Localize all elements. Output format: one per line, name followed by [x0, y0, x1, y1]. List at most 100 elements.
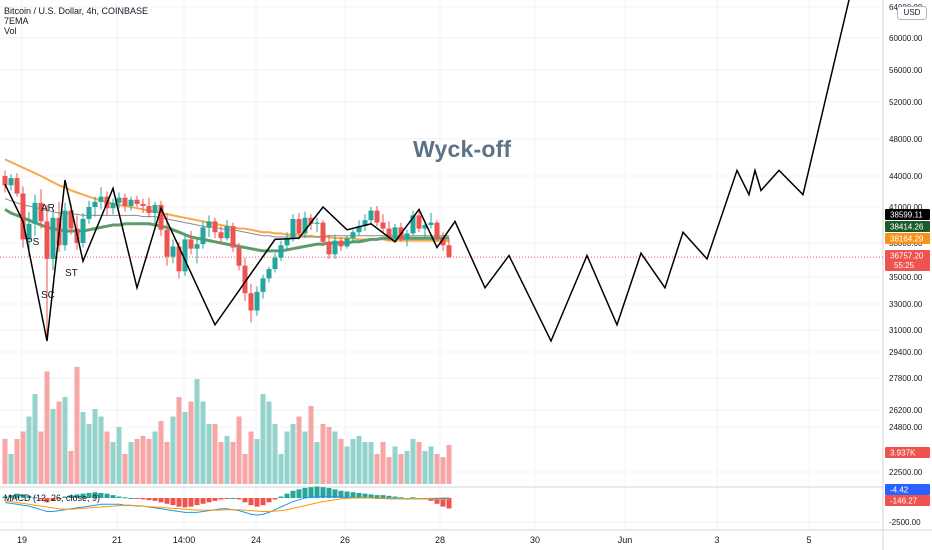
macd-histogram-bar [338, 490, 344, 498]
candle-body [170, 246, 176, 257]
candle-body [446, 245, 452, 258]
price-tick-label: 56000.00 [889, 66, 923, 75]
candle-body [122, 197, 128, 206]
volume-bar [260, 394, 266, 484]
volume-bar [20, 431, 26, 484]
time-axis[interactable]: 19 21 14:00 24 26 28 30 Jun 3 5 [17, 535, 812, 545]
volume-bar [392, 446, 398, 484]
volume-bar [194, 379, 200, 484]
time-tick-label: 5 [806, 535, 811, 545]
macd-histogram-bar [110, 495, 116, 498]
macd-histogram-bar [362, 493, 368, 498]
volume-bar [374, 454, 380, 484]
volume-bars [2, 367, 452, 484]
volume-bar [404, 451, 410, 484]
volume-bar [440, 457, 446, 484]
price-tick-label: 35000.00 [889, 273, 923, 282]
volume-bar [26, 416, 32, 484]
signal-line [4, 497, 450, 512]
candle-body [368, 210, 374, 221]
macd-histogram-bar [230, 498, 236, 499]
candle-body [62, 210, 68, 246]
volume-bar [68, 451, 74, 484]
candle-body [422, 225, 428, 229]
volume-bar [314, 442, 320, 484]
volume-bar [416, 442, 422, 484]
volume-tick-label: 24800.00 [889, 423, 923, 432]
time-tick-label: 19 [17, 535, 27, 545]
macd-histogram-bar [2, 496, 8, 498]
macd-indicator-label[interactable]: MACD (12, 26, close, 9) [4, 493, 101, 503]
candle-body [434, 222, 440, 239]
macd-histogram-bar [194, 498, 200, 506]
volume-bar [86, 424, 92, 484]
volume-bar [188, 401, 194, 484]
macd-histogram-bar [80, 493, 86, 498]
macd-histogram-bar [32, 497, 38, 499]
candle-body [338, 240, 344, 247]
volume-bar [182, 412, 188, 484]
macd-histogram-bar [212, 498, 218, 501]
volume-bar [422, 451, 428, 484]
macd-histogram-bar [62, 496, 68, 498]
macd-histogram-bar [26, 495, 32, 498]
macd-histogram-bar [182, 498, 188, 508]
volume-bar [362, 442, 368, 484]
volume-tick-label: 22500.00 [889, 468, 923, 477]
macd-histogram-bar [272, 498, 278, 500]
price-tick-label: 48000.00 [889, 135, 923, 144]
volume-tick-label: 27800.00 [889, 374, 923, 383]
symbol-title[interactable]: Bitcoin / U.S. Dollar, 4h, COINBASE [4, 6, 149, 16]
candle-body [326, 241, 332, 255]
candle-body [254, 291, 260, 311]
macd-histogram-bar [170, 498, 176, 506]
macd-histogram-bar [314, 486, 320, 498]
macd-histogram-bar [290, 490, 296, 498]
volume-bar [224, 436, 230, 484]
time-tick-label: 24 [251, 535, 261, 545]
volume-bar [254, 439, 260, 484]
macd-histogram-bar [98, 492, 104, 498]
volume-bar [140, 436, 146, 484]
volume-bar [302, 431, 308, 484]
badge-ema-slow-bg [885, 233, 930, 244]
candle-body [380, 222, 386, 229]
macd-tick-label: -2500.00 [889, 518, 921, 527]
badge-signal-bg [885, 495, 930, 506]
volume-bar [434, 454, 440, 484]
badge-signal: -146.27 [890, 497, 918, 506]
price-axis[interactable]: 64000.0060000.0056000.0052000.0048000.00… [885, 3, 930, 527]
candle-body [362, 220, 368, 227]
macd-histogram-bar [74, 494, 80, 498]
candle-body [182, 239, 188, 272]
volume-bar [104, 431, 110, 484]
candle-body [14, 178, 20, 194]
candle-body [164, 229, 170, 257]
badge-countdown: 55:25 [894, 261, 915, 270]
time-tick-label: 14:00 [173, 535, 196, 545]
candle-body [224, 226, 230, 239]
candle-body [92, 201, 98, 207]
macd-histogram-bar [158, 498, 164, 503]
candle-body [296, 219, 302, 234]
candle-body [440, 238, 446, 246]
candle-body [128, 199, 134, 206]
candle-body [146, 205, 152, 213]
macd-histogram-bar [344, 491, 350, 498]
badge-ema-fast-bg [885, 221, 930, 232]
volume-bar [212, 424, 218, 484]
volume-bar [158, 421, 164, 484]
volume-bar [248, 431, 254, 484]
macd-histogram-bar [380, 495, 386, 498]
volume-bar [338, 439, 344, 484]
badge-macd: -4.42 [890, 486, 909, 495]
candle-body [344, 238, 350, 247]
currency-badge[interactable]: USD [897, 6, 927, 20]
macd-histogram-bar [92, 492, 98, 498]
volume-indicator-label[interactable]: Vol [4, 26, 17, 36]
macd-histogram-bar [242, 498, 248, 503]
ema-indicator-label[interactable]: 7EMA [4, 16, 29, 26]
macd-histogram-bar [56, 498, 62, 499]
time-tick-label: 30 [530, 535, 540, 545]
